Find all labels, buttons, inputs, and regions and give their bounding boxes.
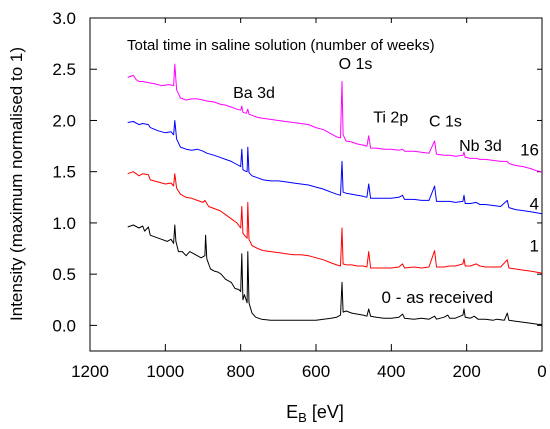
peak-label: Ti 2p xyxy=(373,110,408,127)
x-axis-label-sub: B xyxy=(298,410,307,425)
y-tick-label: 2.5 xyxy=(52,60,76,79)
peak-label: C 1s xyxy=(429,114,462,131)
x-tick-label: 0 xyxy=(537,362,546,381)
x-tick-label: 800 xyxy=(226,362,254,381)
x-tick-label: 1000 xyxy=(146,362,184,381)
y-tick-label: 0.0 xyxy=(52,316,76,335)
x-axis-label-main: E xyxy=(286,402,298,422)
series-label: 16 xyxy=(520,140,539,159)
peak-label: Nb 3d xyxy=(459,138,502,155)
series-group xyxy=(127,63,543,325)
y-tick-label: 1.0 xyxy=(52,214,76,233)
y-axis-label: Intensity (maximum normalised to 1) xyxy=(7,47,26,321)
series-line xyxy=(127,120,543,215)
series-label: 4 xyxy=(530,195,539,214)
y-tick-label: 1.5 xyxy=(52,163,76,182)
series-label: 1 xyxy=(530,237,539,256)
axis-ticks: 1200 1000 800 600 400 200 0 0.0 0.5 1.0 1.5 2.0 2.5 3… xyxy=(52,9,546,381)
peak-label: O 1s xyxy=(339,56,373,73)
peak-label: Ba 3d xyxy=(233,85,275,102)
x-tick-label: 1200 xyxy=(71,362,109,381)
chart-title: Total time in saline solution (number of… xyxy=(127,37,435,54)
x-axis-label: EB [eV] xyxy=(286,402,344,425)
y-tick-label: 0.5 xyxy=(52,265,76,284)
series-line xyxy=(127,63,543,173)
series-line xyxy=(127,224,542,325)
y-tick-label: 2.0 xyxy=(52,111,76,130)
annotations: Ba 3d O 1s Ti 2p C 1s Nb 3d 0 - as received 1 4… xyxy=(233,56,539,307)
x-tick-label: 400 xyxy=(377,362,405,381)
x-tick-label: 200 xyxy=(452,362,480,381)
x-tick-label: 600 xyxy=(302,362,330,381)
y-tick-label: 3.0 xyxy=(52,9,76,28)
series-line xyxy=(127,171,543,274)
series-label: 0 - as received xyxy=(382,288,494,307)
x-axis-label-unit: [eV] xyxy=(307,402,344,422)
